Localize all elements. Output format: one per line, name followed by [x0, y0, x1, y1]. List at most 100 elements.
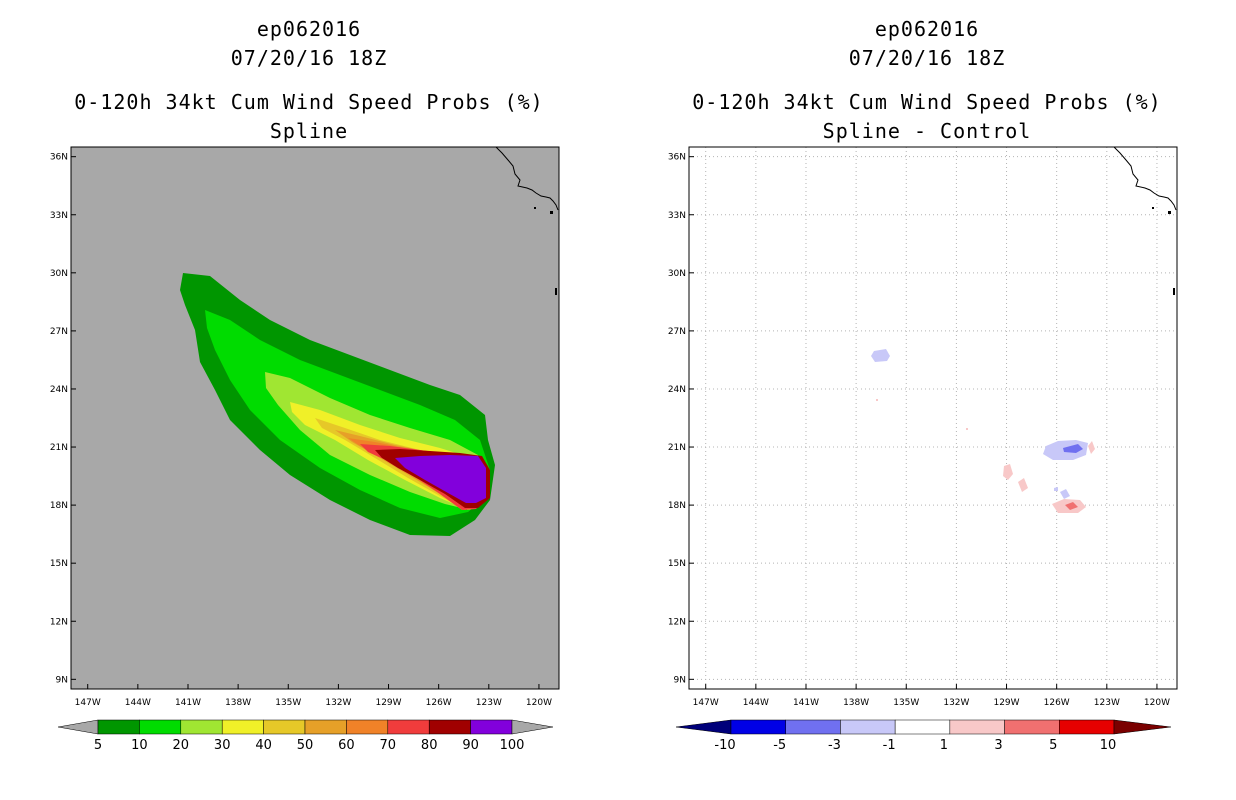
coastline-right	[1113, 146, 1177, 295]
lon-tick-label: 138W	[843, 698, 869, 708]
colorbar-over-triangle	[511, 719, 554, 735]
lon-tick-label: 147W	[75, 698, 101, 708]
lon-tick-label: 126W	[426, 698, 452, 708]
difference-contours	[871, 349, 1095, 513]
product-title: 0-120h 34kt Cum Wind Speed Probs (%)	[74, 90, 544, 114]
lat-tick-label: 12N	[50, 617, 68, 627]
lat-tick-label: 27N	[668, 327, 686, 337]
colorbar-swatch	[97, 719, 140, 735]
panel-difference: ep062016 07/20/16 18Z 0-120h 34kt Cum Wi…	[618, 0, 1236, 800]
lon-tick-label: 144W	[125, 698, 151, 708]
grid-lines	[689, 147, 1177, 689]
colorbar-swatch	[785, 719, 841, 735]
colorbar-label: 30	[214, 738, 231, 753]
colorbar-swatch	[730, 719, 786, 735]
diff-neg3-blob	[871, 349, 890, 362]
lat-tick-label: 21N	[668, 443, 686, 453]
storm-id-title: ep062016	[256, 17, 362, 41]
lon-tick-label: 120W	[526, 698, 552, 708]
storm-id-title: ep062016	[874, 17, 980, 41]
colorbar-label: -1	[883, 738, 896, 753]
colorbar-swatch	[840, 719, 896, 735]
colorbar-under-triangle	[57, 719, 99, 735]
colorbar-label: -5	[773, 738, 786, 753]
lat-tick-label: 9N	[56, 675, 68, 685]
map-frame	[688, 146, 1178, 690]
colorbar-label: 80	[421, 738, 438, 753]
colorbar-swatch	[387, 719, 430, 735]
colorbar-label: 10	[1100, 738, 1117, 753]
colorbar-swatch	[470, 719, 513, 735]
map-frame	[70, 146, 560, 690]
colorbar-swatch	[1059, 719, 1115, 735]
lon-tick-label: 144W	[743, 698, 769, 708]
lat-tick-label: 21N	[50, 443, 68, 453]
colorbar-swatch	[180, 719, 223, 735]
probability-contours	[180, 273, 495, 536]
diff-pos3-blob	[876, 399, 878, 401]
colorbar-label: 50	[297, 738, 314, 753]
lon-tick-label: 135W	[893, 698, 919, 708]
lat-tick-label: 15N	[668, 559, 686, 569]
colorbar-label: 10	[131, 738, 148, 753]
colorbar-swatch	[346, 719, 389, 735]
lat-tick-label: 18N	[668, 501, 686, 511]
lon-tick-label: 135W	[275, 698, 301, 708]
colorbar-label: 70	[380, 738, 397, 753]
prob-90-contour	[395, 455, 486, 503]
diff-neg3-blob	[1060, 489, 1070, 499]
colorbar-label: 5	[1049, 738, 1057, 753]
colorbar-label: 3	[994, 738, 1002, 753]
colorbar-swatch	[428, 719, 471, 735]
map-axes-left: 147W 144W 141W 138W 135W 132W 129W 126W 123W 120W…	[50, 153, 552, 708]
date-title: 07/20/16 18Z	[230, 46, 388, 70]
colorbar-left: 5 10 20 30 40 50 60 70 80 90 100	[57, 719, 554, 753]
lat-tick-label: 24N	[50, 385, 68, 395]
lat-tick-label: 36N	[50, 153, 68, 163]
lon-tick-label: 129W	[993, 698, 1019, 708]
date-title: 07/20/16 18Z	[848, 46, 1006, 70]
colorbar-label: 20	[173, 738, 190, 753]
colorbar-under-triangle	[675, 719, 732, 735]
lat-tick-label: 30N	[50, 269, 68, 279]
diff-neg5-blob	[1063, 444, 1083, 453]
lon-tick-label: 132W	[943, 698, 969, 708]
colorbar-label: -10	[714, 738, 735, 753]
lat-tick-label: 18N	[50, 501, 68, 511]
lon-tick-label: 120W	[1144, 698, 1170, 708]
colorbar-swatch	[221, 719, 264, 735]
lat-tick-label: 12N	[668, 617, 686, 627]
lat-tick-label: 33N	[50, 211, 68, 221]
map-axes-right: 147W 144W 141W 138W 135W 132W 129W 126W 123W 120W…	[668, 153, 1170, 708]
colorbar-swatch	[139, 719, 182, 735]
diff-pos3-blob	[1003, 464, 1013, 480]
diff-pos5-blob	[1065, 502, 1078, 510]
diff-pos3-blob	[966, 428, 968, 430]
lat-tick-label: 24N	[668, 385, 686, 395]
lon-tick-label: 141W	[175, 698, 201, 708]
lat-tick-label: 9N	[674, 675, 686, 685]
method-title: Spline	[269, 119, 349, 143]
coastline-left	[495, 146, 559, 295]
colorbar-swatch	[263, 719, 306, 735]
lon-tick-label: 132W	[325, 698, 351, 708]
colorbar-over-triangle	[1113, 719, 1172, 735]
colorbar-label: 5	[94, 738, 102, 753]
diff-pos3-blob	[1018, 478, 1028, 492]
lon-tick-label: 123W	[1094, 698, 1120, 708]
lon-tick-label: 126W	[1044, 698, 1070, 708]
lat-tick-label: 33N	[668, 211, 686, 221]
lon-tick-label: 147W	[693, 698, 719, 708]
product-title: 0-120h 34kt Cum Wind Speed Probs (%)	[692, 90, 1162, 114]
lat-tick-label: 30N	[668, 269, 686, 279]
map-svg-right: 147W 144W 141W 138W 135W 132W 129W 126W 123W 120W…	[668, 146, 1178, 753]
lon-tick-label: 129W	[375, 698, 401, 708]
lon-tick-label: 138W	[225, 698, 251, 708]
diff-neg3-blob	[1054, 487, 1058, 491]
map-svg-left: 147W 144W 141W 138W 135W 132W 129W 126W 123W 120W…	[50, 146, 560, 753]
lon-tick-label: 141W	[793, 698, 819, 708]
colorbar-swatch	[949, 719, 1005, 735]
colorbar-label: 60	[338, 738, 355, 753]
colorbar-label: 90	[462, 738, 479, 753]
colorbar-label: 1	[940, 738, 948, 753]
